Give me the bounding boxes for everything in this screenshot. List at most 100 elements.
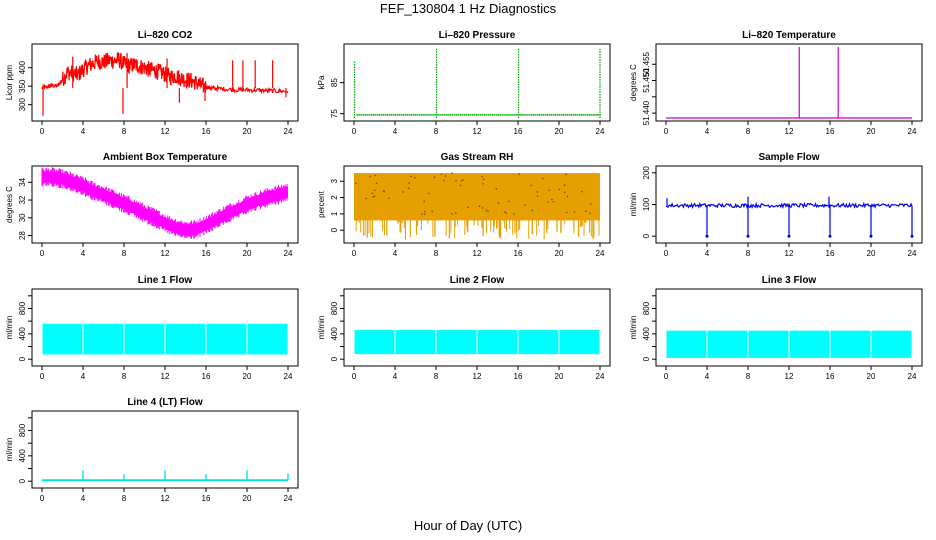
data-point xyxy=(481,113,484,116)
data-point xyxy=(495,113,498,116)
data-point xyxy=(427,113,429,116)
data-point xyxy=(382,113,385,116)
x-tick-label: 16 xyxy=(202,494,211,503)
data-point xyxy=(362,113,365,116)
y-tick-label: 85 xyxy=(330,78,339,87)
data-point xyxy=(487,113,490,116)
data-layer xyxy=(41,51,289,116)
y-tick-label: 2 xyxy=(330,195,339,200)
data-point xyxy=(910,234,914,238)
data-point xyxy=(365,197,368,200)
y-tick-label: 400 xyxy=(18,327,27,341)
panel-title: Li–820 Pressure xyxy=(439,30,516,41)
x-tick-label: 4 xyxy=(81,127,86,136)
data-point xyxy=(392,113,395,116)
data-point xyxy=(560,113,563,116)
data-point xyxy=(787,234,791,238)
data-point xyxy=(570,113,573,116)
data-point xyxy=(378,113,381,116)
series-fill xyxy=(83,323,124,355)
data-point xyxy=(595,113,597,116)
x-tick-label: 4 xyxy=(705,249,710,258)
data-point xyxy=(375,182,378,185)
x-tick-label: 24 xyxy=(284,249,293,258)
series-fill xyxy=(124,323,165,355)
x-tick-label: 12 xyxy=(473,249,482,258)
data-point xyxy=(550,113,553,116)
x-tick-label: 16 xyxy=(514,372,523,381)
y-tick-label: 350 xyxy=(18,79,27,93)
data-point xyxy=(530,184,532,187)
data-point xyxy=(479,113,482,116)
panel-4: Ambient Box Temperature degrees C 0 4 8 12 16 2… xyxy=(5,152,299,258)
data-point xyxy=(591,113,593,116)
x-tick-label: 0 xyxy=(352,249,357,258)
y-axis-label: ml/min xyxy=(5,316,14,340)
data-point xyxy=(746,234,750,238)
data-point xyxy=(481,207,484,209)
data-point xyxy=(542,177,544,180)
data-point xyxy=(410,175,412,178)
panel-title: Li–820 Temperature xyxy=(742,30,836,41)
y-axis-label: kPa xyxy=(317,75,326,89)
y-tick-label: 100 xyxy=(642,197,651,211)
y-tick-label: 75 xyxy=(330,109,339,118)
x-tick-label: 8 xyxy=(122,249,127,258)
data-point xyxy=(495,187,498,190)
data-point xyxy=(510,113,512,116)
series-fill xyxy=(354,173,600,221)
x-tick-label: 12 xyxy=(785,249,794,258)
data-point xyxy=(503,113,506,116)
panel-title: Gas Stream RH xyxy=(441,152,514,163)
x-tick-label: 4 xyxy=(393,249,398,258)
panel-9: Line 3 Flow ml/min 0 4 8 12 16 20 24 0 400 800 xyxy=(629,275,923,381)
data-point xyxy=(443,113,446,116)
data-point xyxy=(414,113,417,116)
y-axis-label: ml/min xyxy=(629,193,638,217)
data-point xyxy=(431,113,433,116)
series-fill xyxy=(666,330,707,358)
y-tick-label: 800 xyxy=(18,423,27,437)
y-tick-label: 0 xyxy=(642,233,651,238)
data-point xyxy=(406,113,409,116)
plot-frame xyxy=(343,288,611,367)
series-line xyxy=(41,51,289,95)
data-layer xyxy=(354,172,600,240)
data-point xyxy=(556,113,559,116)
data-point xyxy=(433,176,436,179)
panel-10: Line 4 (LT) Flow ml/min 0 4 8 12 16 20 24 0 400 800 xyxy=(5,397,299,503)
panel-7: Line 1 Flow ml/min 0 4 8 12 16 20 24 0 400 800 xyxy=(5,275,299,381)
x-tick-label: 12 xyxy=(473,127,482,136)
data-point xyxy=(373,189,376,192)
data-point xyxy=(371,192,374,195)
series-fill xyxy=(42,323,83,355)
data-point xyxy=(546,113,549,116)
data-point xyxy=(578,113,581,116)
data-point xyxy=(441,113,443,116)
x-tick-label: 4 xyxy=(81,249,86,258)
x-tick-label: 8 xyxy=(434,372,439,381)
y-tick-label: 800 xyxy=(330,301,339,315)
data-point xyxy=(566,211,568,214)
y-tick-label: 400 xyxy=(18,60,27,74)
data-point xyxy=(469,113,472,116)
data-point xyxy=(522,113,524,116)
data-point xyxy=(520,113,522,116)
data-point xyxy=(447,113,450,116)
data-point xyxy=(455,179,457,182)
data-point xyxy=(416,113,419,116)
plot-frame xyxy=(343,43,611,122)
series-fill xyxy=(518,330,559,355)
data-point xyxy=(573,211,576,213)
data-point xyxy=(530,113,533,116)
x-tick-label: 8 xyxy=(122,372,127,381)
data-point xyxy=(369,175,372,178)
data-point xyxy=(449,113,452,116)
y-tick-label: 1 xyxy=(330,211,339,216)
data-point xyxy=(512,113,514,116)
data-point xyxy=(433,113,435,116)
panel-title: Sample Flow xyxy=(758,152,819,163)
panel-1: Li–820 CO2 Licor ppm 0 4 8 12 16 20 24 300 350 400 xyxy=(5,30,299,136)
x-tick-label: 0 xyxy=(352,372,357,381)
data-point xyxy=(398,113,401,116)
